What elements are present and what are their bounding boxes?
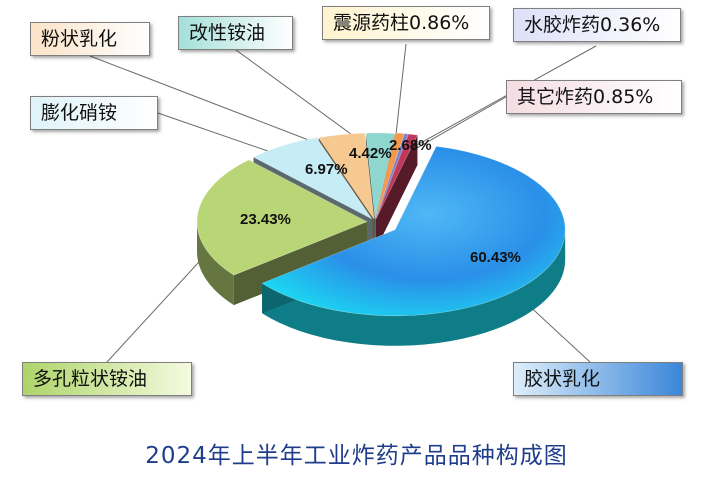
slice-side [262, 229, 566, 346]
slice-percent-label: 23.43% [240, 211, 291, 228]
slice-label: 水胶炸药0.36% [513, 8, 681, 42]
leader-line [89, 55, 350, 157]
pie-slice [365, 132, 395, 220]
chart-title: 2024年上半年工业炸药产品品种构成图 [145, 443, 568, 469]
slice-label: 多孔粒状铵油 [22, 362, 192, 396]
leader-line [398, 45, 597, 156]
slice-label: 震源药柱0.86% [322, 6, 490, 40]
slice-tops [196, 132, 566, 317]
pie-slice [261, 146, 566, 317]
pie-slice [252, 137, 373, 220]
leader-lines [89, 43, 597, 363]
slice-percent-label: 2.68% [389, 137, 432, 154]
slice-label: 粉状乳化 [30, 22, 150, 56]
slice-side [197, 221, 234, 306]
slice-label: 膨化硝铵 [30, 96, 158, 130]
pie-slice [376, 133, 418, 219]
slice-percent-label: 60.43% [470, 249, 521, 266]
slice-label: 其它炸药0.85% [506, 80, 682, 114]
pie-slice [375, 132, 405, 219]
pie-slice [375, 133, 409, 219]
pie-slice [196, 159, 368, 276]
slice-label: 胶状乳化 [513, 362, 683, 396]
slice-label: 改性铵油 [178, 16, 293, 50]
slice-percent-label: 6.97% [305, 161, 348, 178]
leader-line [403, 96, 507, 156]
slice-percent-label: 4.42% [349, 145, 392, 162]
percent-labels: 60.43% 23.43% 6.97%4.42%2.68% [240, 137, 521, 266]
slice-wall [376, 135, 418, 249]
pie-slice [318, 132, 375, 220]
